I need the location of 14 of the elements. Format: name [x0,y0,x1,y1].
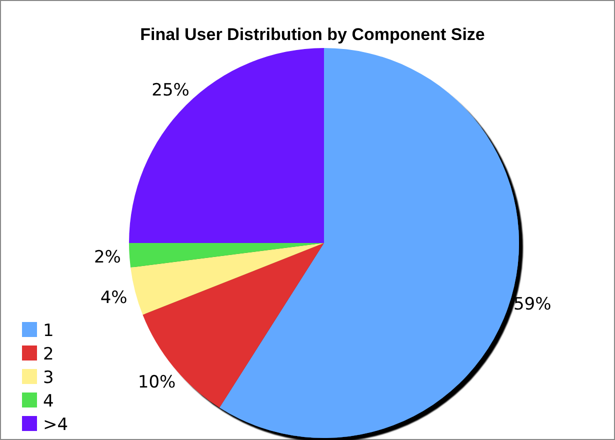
legend-label: 1 [43,320,54,341]
legend-label: 3 [43,368,54,388]
pie-slice [130,243,324,315]
pie-slice [129,48,324,243]
chart-title: Final User Distribution by Component Size [140,25,485,44]
legend-label: 4 [43,391,54,412]
data-label: 59% [513,294,552,314]
data-label: 25% [152,80,190,101]
pie-slice [129,243,324,268]
legend-label: >4 [43,414,68,435]
data-label: 4% [100,288,128,308]
legend-label: 2 [43,344,54,364]
data-label: 10% [138,372,176,392]
data-label: 2% [94,248,121,268]
